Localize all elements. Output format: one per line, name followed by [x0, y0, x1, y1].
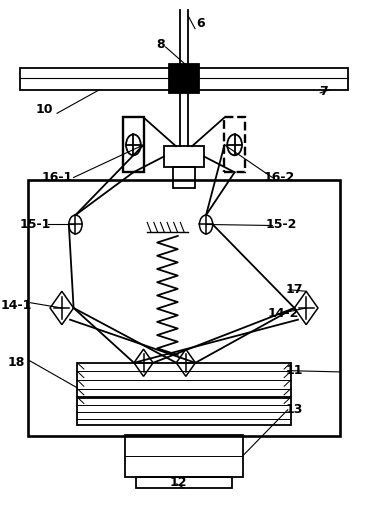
Bar: [173, 167, 195, 188]
Bar: [123, 117, 144, 172]
Bar: [77, 363, 291, 397]
Text: 10: 10: [35, 103, 53, 116]
Bar: [28, 180, 340, 436]
Bar: [77, 398, 291, 425]
Text: 18: 18: [8, 357, 25, 369]
Text: 12: 12: [170, 477, 187, 489]
Text: 8: 8: [156, 38, 164, 51]
Text: 6: 6: [196, 17, 205, 30]
Text: 15-2: 15-2: [266, 218, 297, 231]
Bar: [224, 117, 245, 172]
Text: 7: 7: [319, 85, 328, 98]
Bar: [20, 68, 348, 90]
Text: 14-2: 14-2: [268, 307, 299, 319]
Bar: [125, 435, 243, 477]
Bar: [136, 477, 232, 488]
Bar: [169, 65, 199, 93]
Text: 11: 11: [286, 364, 303, 377]
Text: 16-1: 16-1: [42, 171, 72, 184]
Text: 13: 13: [286, 404, 303, 416]
Text: 14-1: 14-1: [1, 299, 32, 312]
Text: 17: 17: [286, 283, 303, 296]
Text: 15-1: 15-1: [19, 218, 51, 231]
Bar: [164, 146, 204, 167]
Text: 16-2: 16-2: [264, 171, 295, 184]
